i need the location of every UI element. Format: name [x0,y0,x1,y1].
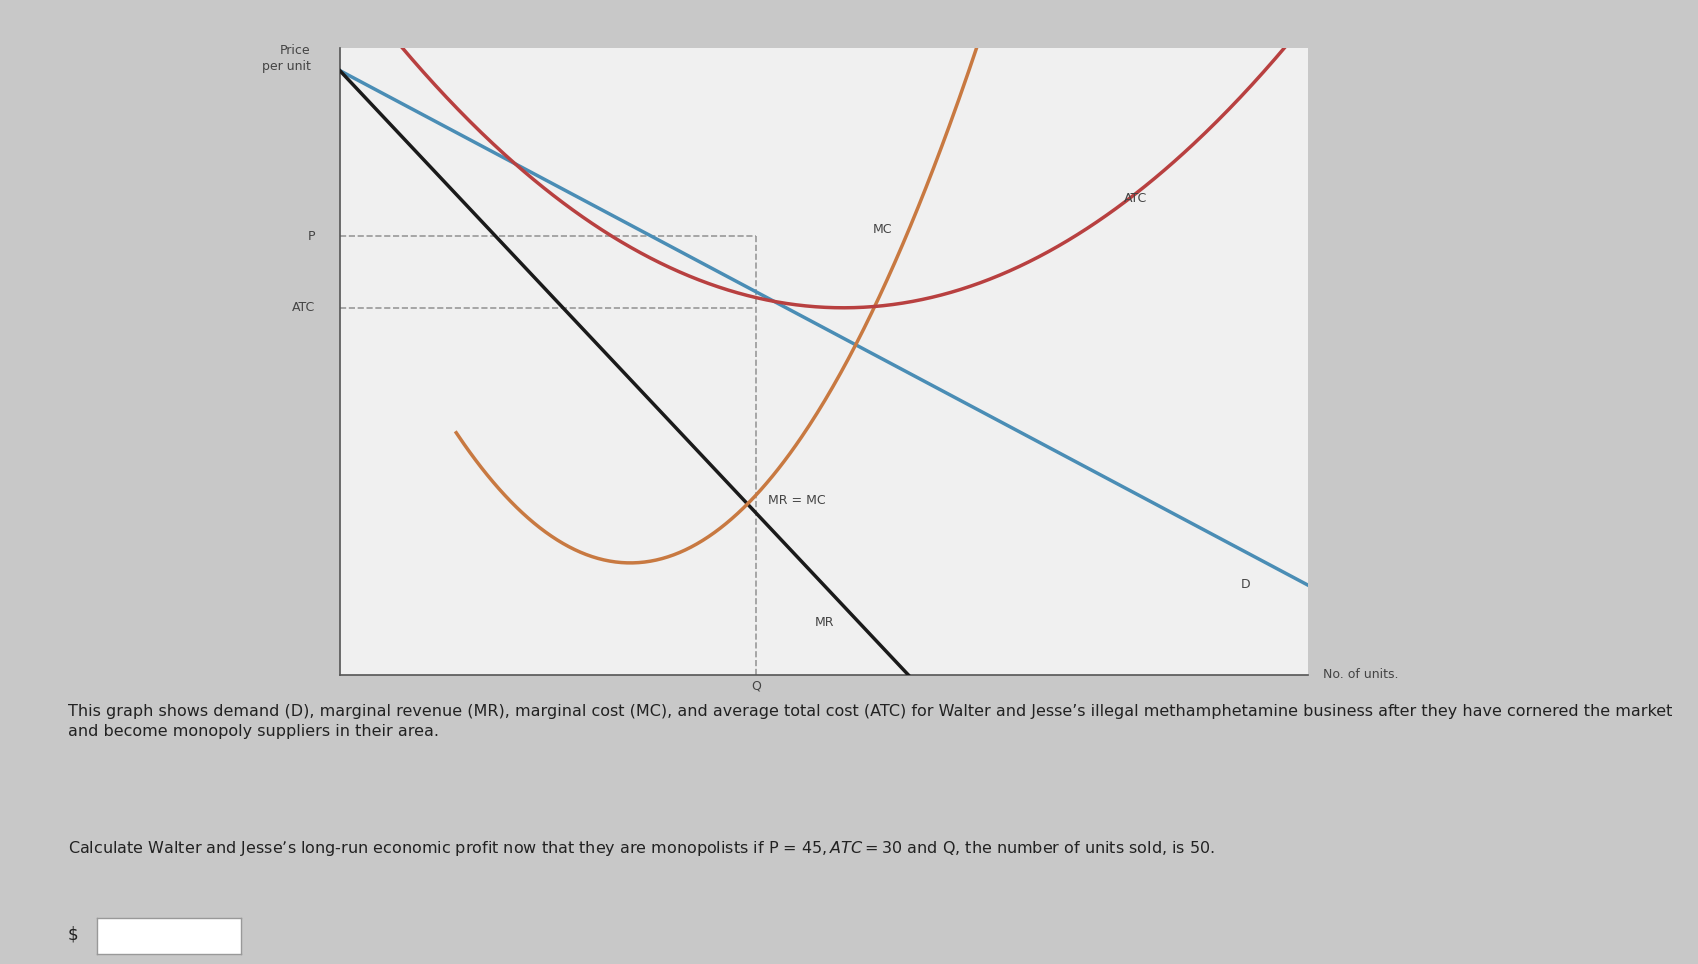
Text: P: P [307,229,316,243]
Text: No. of units.: No. of units. [1323,668,1397,682]
Text: ATC: ATC [292,302,316,314]
Text: MC: MC [873,223,891,235]
Text: Price
per unit: Price per unit [261,43,311,72]
Text: This graph shows demand (D), marginal revenue (MR), marginal cost (MC), and aver: This graph shows demand (D), marginal re… [68,704,1671,738]
Text: ATC: ATC [1124,193,1146,205]
Text: Calculate Walter and Jesse’s long-run economic profit now that they are monopoli: Calculate Walter and Jesse’s long-run ec… [68,839,1214,858]
Text: MR: MR [813,616,834,629]
Text: D: D [1240,578,1250,591]
Text: $: $ [68,925,78,944]
Text: Q: Q [751,680,761,692]
Text: MR = MC: MR = MC [767,494,825,506]
